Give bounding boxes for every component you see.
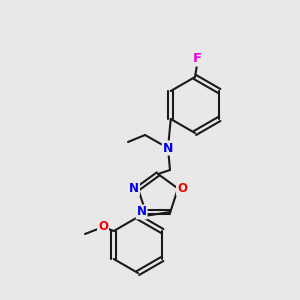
Text: N: N (129, 182, 139, 195)
Text: O: O (98, 220, 108, 233)
Text: F: F (192, 52, 202, 65)
Text: O: O (177, 182, 187, 195)
Text: N: N (137, 206, 147, 218)
Text: N: N (163, 142, 173, 154)
